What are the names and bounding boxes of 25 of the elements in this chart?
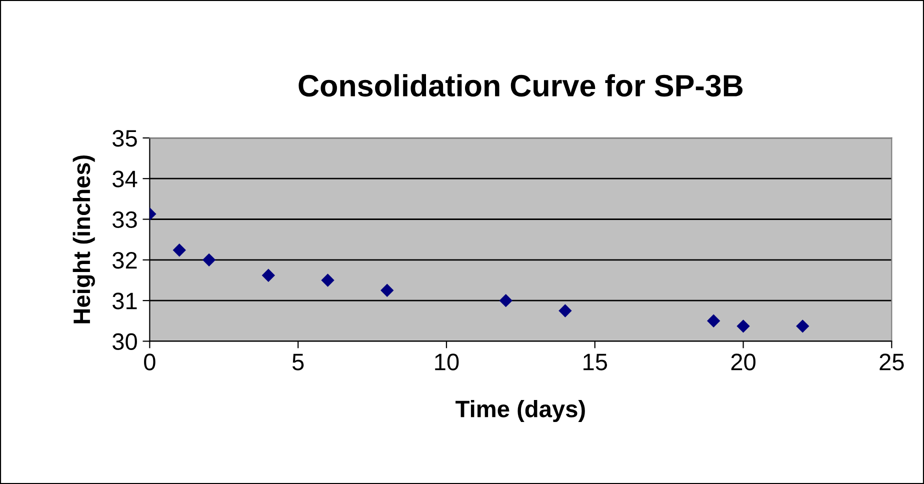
point [321, 274, 334, 287]
chart-title: Consolidation Curve for SP-3B [298, 74, 743, 97]
x-tick-label: 10 [435, 354, 459, 370]
x-tick-label: 25 [880, 354, 904, 370]
point [262, 268, 275, 282]
point [172, 244, 186, 257]
x-tick-label: 0 [144, 354, 156, 370]
x-tick-label: 20 [731, 354, 756, 370]
x-tick-label: 15 [584, 354, 608, 370]
point [380, 284, 394, 297]
y-tick-label: 35 [112, 130, 137, 147]
y-tick-label: 30 [112, 333, 137, 350]
point [499, 294, 512, 308]
y-tick-label: 34 [112, 170, 138, 188]
y-tick-label: 31 [112, 292, 137, 310]
point [202, 253, 216, 266]
y-axis-title: Height (inches) [72, 155, 95, 324]
point [707, 314, 720, 328]
point [796, 320, 810, 333]
point [558, 304, 572, 318]
y-tick-label: 33 [112, 211, 137, 228]
x-axis-title: Time (days) [456, 400, 585, 422]
point [736, 320, 750, 333]
x-tick-label: 5 [292, 354, 304, 370]
y-tick-label: 32 [112, 252, 137, 269]
